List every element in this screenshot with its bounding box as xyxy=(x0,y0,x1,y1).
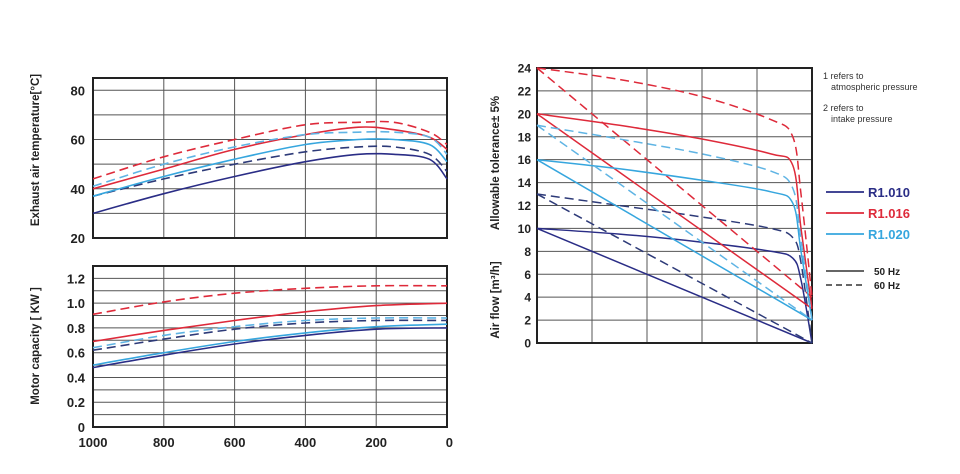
c2-series-R1.020-solid-curve-1 xyxy=(536,158,813,321)
c0-frame xyxy=(92,77,448,239)
c1-series-R1.016-solid xyxy=(92,302,448,343)
c2-y-tick-label: 16 xyxy=(518,153,532,167)
c2-series-R1.016-solid-curve-1 xyxy=(536,113,813,309)
c2-y-tick-label: 18 xyxy=(518,130,532,144)
c2-y-tick-label: 12 xyxy=(518,199,532,213)
c1-y-tick-label: 0.4 xyxy=(67,370,86,385)
c0-y-tick-label: 60 xyxy=(71,133,85,148)
c0-series-R1.016-solid xyxy=(92,126,448,190)
c0-y-tick-label: 80 xyxy=(71,83,85,98)
c2-frame xyxy=(536,67,813,344)
c1-x-tick-label: 600 xyxy=(224,435,246,450)
c1-x-tick-label: 400 xyxy=(295,435,317,450)
legend-label-solid: 50 Hz xyxy=(874,267,900,278)
motor-capacity-chart: Motor capacity [ KW ] 0 0.2 0.4 0.6 0.8 1.0 1.… xyxy=(30,265,453,450)
air-flow-chart: Allowable tolerance± 5% Air flow [m³/h] … xyxy=(490,62,918,351)
c2-y-tick-label: 14 xyxy=(518,176,532,190)
c0-y-tick-label: 20 xyxy=(71,231,85,246)
c2-y-tick-label: 20 xyxy=(518,107,532,121)
legend-label-dashed: 60 Hz xyxy=(874,281,900,292)
c2-y-tick-label: 6 xyxy=(524,268,531,282)
c2-series-R1.020-dashed-curve-2 xyxy=(536,124,813,321)
c2-series-R1.010-dashed-curve-1 xyxy=(536,193,813,344)
c2-series-R1.016-solid-curve-2 xyxy=(536,113,813,310)
c2-y-axis-label-airflow: Air flow [m³/h] xyxy=(490,261,502,338)
c1-y-tick-label: 0.6 xyxy=(67,346,85,361)
c0-series-R1.020-dashed xyxy=(92,130,448,188)
c1-y-tick-label: 0 xyxy=(78,420,85,435)
c1-frame xyxy=(92,265,448,428)
c1-x-tick-label: 200 xyxy=(365,435,387,450)
c0-series-R1.010-dashed xyxy=(92,145,448,197)
c0-series-R1.020-solid xyxy=(92,138,448,197)
c2-y-tick-label: 2 xyxy=(524,314,531,328)
c0-y-axis-label: Exhaust air temperature[°C] xyxy=(30,74,42,226)
c1-y-tick-label: 1.0 xyxy=(67,296,85,311)
c2-series-R1.010-dashed-curve-2 xyxy=(536,193,813,344)
note-2-line-1: 2 refers to xyxy=(823,103,864,113)
legend-label-R1.020: R1.020 xyxy=(868,227,910,242)
legend-label-R1.016: R1.016 xyxy=(868,206,910,221)
c1-x-tick-label: 0 xyxy=(446,435,453,450)
c2-y-tick-label: 10 xyxy=(518,222,532,236)
c2-y-tick-label: 8 xyxy=(524,245,531,259)
c1-series-R1.020-solid xyxy=(92,323,448,366)
c1-y-tick-label: 0.8 xyxy=(67,321,85,336)
c2-y-tick-label: 22 xyxy=(518,84,532,98)
c0-series-R1.016-dashed xyxy=(92,120,448,180)
c2-y-axis-label-tolerance: Allowable tolerance± 5% xyxy=(490,96,502,230)
c1-series-R1.016-dashed xyxy=(92,284,448,316)
c2-y-tick-label: 0 xyxy=(524,337,531,351)
c1-y-axis-label: Motor capacity [ KW ] xyxy=(30,287,42,405)
c2-series-R1.010-solid-curve-1 xyxy=(536,227,813,344)
note-2-line-2: intake pressure xyxy=(831,114,893,124)
c1-x-tick-label: 800 xyxy=(153,435,175,450)
c0-series-R1.010-solid xyxy=(92,152,448,215)
c2-series-R1.020-dashed-curve-1 xyxy=(536,124,813,321)
c1-series-R1.020-dashed xyxy=(92,317,448,349)
c1-y-tick-label: 0.2 xyxy=(67,395,85,410)
c1-series-R1.010-dashed xyxy=(92,319,448,351)
c0-y-tick-label: 40 xyxy=(71,182,85,197)
exhaust-temperature-chart: Exhaust air temperature[°C] 20 40 60 80 xyxy=(30,74,448,246)
legend-label-R1.010: R1.010 xyxy=(868,185,910,200)
note-1-line-2: atmospheric pressure xyxy=(831,82,918,92)
legend: R1.010 R1.016 R1.020 50 Hz 60 Hz xyxy=(826,185,910,292)
c2-y-tick-label: 4 xyxy=(524,291,531,305)
note-1-line-1: 1 refers to xyxy=(823,71,864,81)
c2-series-R1.020-solid-curve-2 xyxy=(536,159,813,321)
c1-y-tick-label: 1.2 xyxy=(67,271,85,286)
c1-x-tick-label: 1000 xyxy=(79,435,108,450)
c1-series-R1.010-solid xyxy=(92,327,448,369)
c2-series-R1.016-dashed-curve-2 xyxy=(536,67,813,298)
c2-series-R1.010-solid-curve-2 xyxy=(536,227,813,344)
c2-y-tick-label: 24 xyxy=(518,62,532,76)
c2-series-R1.016-dashed-curve-1 xyxy=(536,67,813,298)
